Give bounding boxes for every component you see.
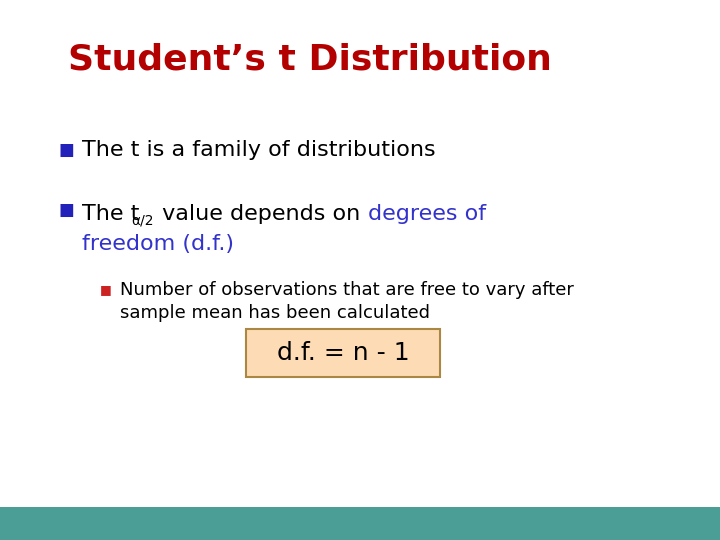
Text: The t is a family of distributions: The t is a family of distributions	[82, 140, 436, 160]
Text: sample mean has been calculated: sample mean has been calculated	[120, 304, 430, 322]
Text: degrees of: degrees of	[368, 204, 486, 224]
FancyBboxPatch shape	[246, 329, 440, 377]
Text: α/2: α/2	[131, 214, 153, 228]
Bar	[0, 507, 720, 540]
Text: The t: The t	[82, 204, 140, 224]
Text: d.f. = n - 1: d.f. = n - 1	[276, 341, 409, 365]
Text: freedom (d.f.): freedom (d.f.)	[82, 234, 234, 254]
Text: Student’s t Distribution: Student’s t Distribution	[68, 43, 552, 77]
Text: ■: ■	[58, 201, 73, 219]
Text: Number of observations that are free to vary after: Number of observations that are free to …	[120, 281, 574, 299]
Text: ■: ■	[100, 284, 112, 296]
Text: ■: ■	[58, 141, 73, 159]
Text: value depends on: value depends on	[155, 204, 367, 224]
